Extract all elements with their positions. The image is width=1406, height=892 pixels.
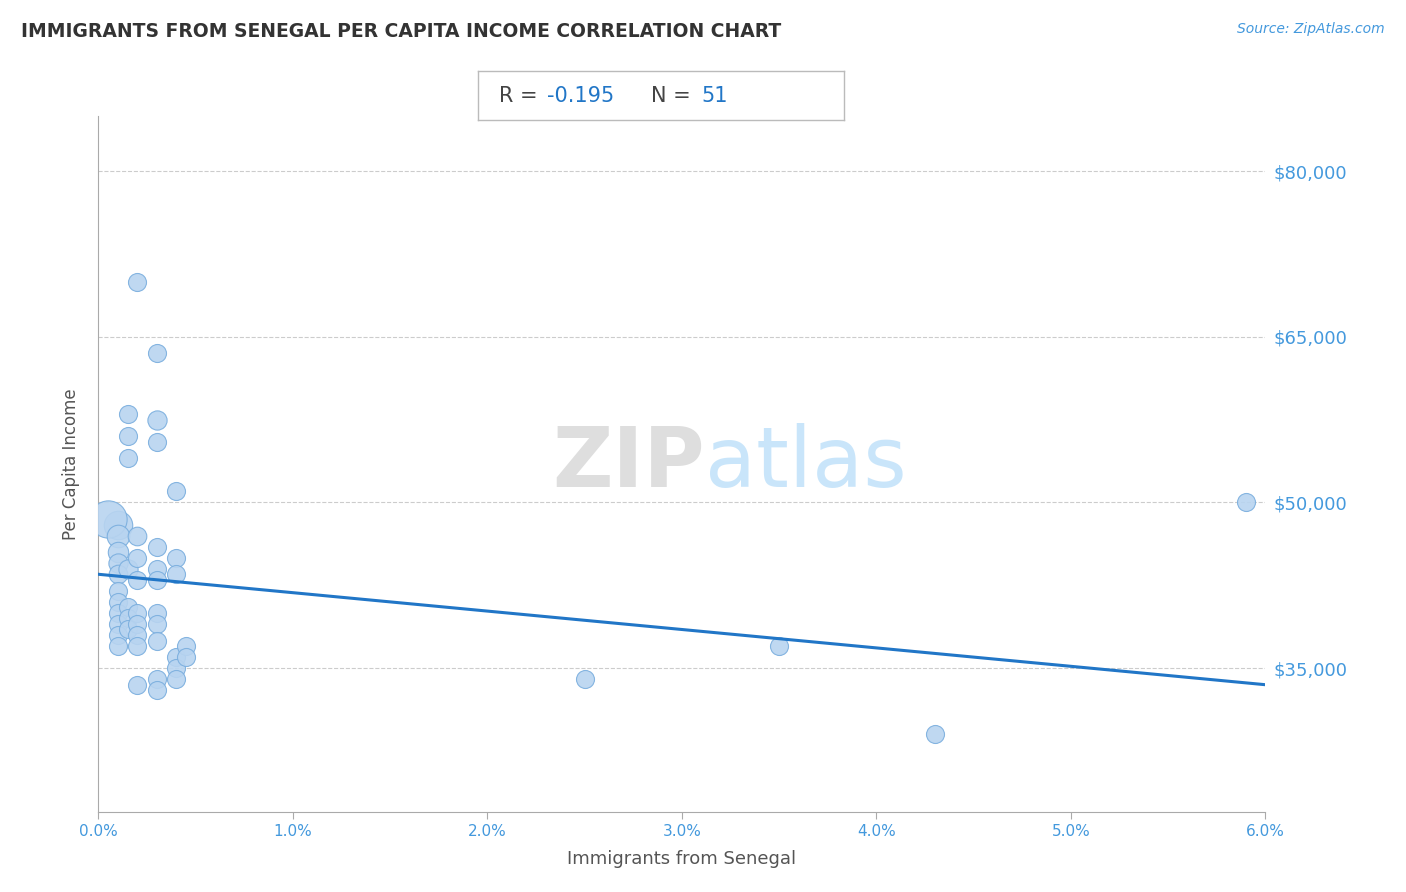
Point [146, 633, 169, 648]
Y-axis label: Per Capita Income: Per Capita Income [62, 388, 80, 540]
Point [107, 595, 129, 609]
Text: ZIP: ZIP [553, 424, 706, 504]
Point [107, 556, 129, 570]
Point [146, 606, 169, 620]
Point [146, 683, 169, 698]
Point [127, 628, 149, 642]
Point [165, 567, 187, 582]
Point [117, 562, 139, 576]
Point [127, 606, 149, 620]
Point [107, 517, 129, 532]
Text: Source: ZipAtlas.com: Source: ZipAtlas.com [1237, 22, 1385, 37]
Text: -0.195: -0.195 [547, 86, 614, 106]
Point [117, 600, 139, 615]
Text: N =: N = [651, 86, 697, 106]
Point [146, 617, 169, 632]
Point [146, 672, 169, 686]
Point [146, 562, 169, 576]
Point [107, 639, 129, 653]
Point [107, 528, 129, 542]
Point [146, 412, 169, 426]
Point [127, 550, 149, 565]
Point [574, 672, 596, 686]
X-axis label: Immigrants from Senegal: Immigrants from Senegal [568, 850, 796, 868]
Point [165, 672, 187, 686]
Text: atlas: atlas [706, 424, 907, 504]
Point [127, 528, 149, 542]
Point [107, 567, 129, 582]
Point [117, 611, 139, 625]
Text: R =: R = [499, 86, 544, 106]
Point [97, 512, 120, 526]
Point [768, 639, 790, 653]
Text: IMMIGRANTS FROM SENEGAL PER CAPITA INCOME CORRELATION CHART: IMMIGRANTS FROM SENEGAL PER CAPITA INCOM… [21, 22, 782, 41]
Point [107, 583, 129, 598]
Point [146, 434, 169, 449]
Point [146, 573, 169, 587]
Point [117, 451, 139, 466]
Point [165, 550, 187, 565]
Point [127, 678, 149, 692]
Point [127, 639, 149, 653]
Point [165, 661, 187, 675]
Point [107, 628, 129, 642]
Point [127, 617, 149, 632]
Point [127, 275, 149, 289]
Point [174, 639, 197, 653]
Point [107, 606, 129, 620]
Point [117, 429, 139, 443]
Point [924, 727, 946, 741]
Point [117, 407, 139, 421]
Point [107, 617, 129, 632]
Point [174, 650, 197, 665]
Point [1234, 495, 1257, 509]
Text: 51: 51 [702, 86, 727, 106]
Point [127, 573, 149, 587]
Point [146, 346, 169, 360]
Point [146, 540, 169, 554]
Point [117, 623, 139, 637]
Point [165, 484, 187, 499]
Point [107, 545, 129, 559]
Point [165, 650, 187, 665]
